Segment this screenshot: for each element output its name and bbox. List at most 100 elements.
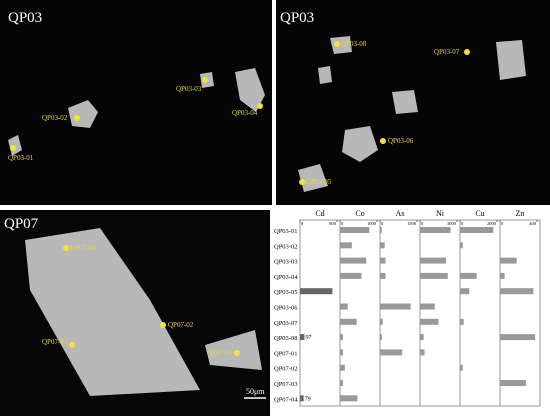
panel-header: Co xyxy=(355,209,364,218)
tick-label: 1000 xyxy=(367,221,377,226)
row-label: QP03-01 xyxy=(274,228,297,235)
row-label: QP03-03 xyxy=(274,259,297,266)
panel-header: As xyxy=(396,209,405,218)
row-label: QP07-04 xyxy=(274,396,298,403)
scale-label: 50μm xyxy=(246,387,265,396)
point-label: QP03-01 xyxy=(8,154,34,162)
bar xyxy=(340,272,362,279)
bar xyxy=(380,303,411,310)
tick-label: 0 xyxy=(381,221,384,226)
marker-dot xyxy=(74,115,80,121)
marker-dot xyxy=(299,179,305,185)
bar xyxy=(460,288,470,295)
point-label: QP07-04 xyxy=(70,244,96,252)
bar xyxy=(500,334,536,341)
marker-dot xyxy=(334,41,340,47)
bar xyxy=(340,349,343,356)
row-label: QP03-08 xyxy=(274,335,297,342)
bar xyxy=(500,380,526,386)
tick-label: 0 xyxy=(341,221,344,226)
image-title: QP03 xyxy=(280,10,314,26)
bar xyxy=(460,364,463,371)
panel-header: Cd xyxy=(315,209,324,218)
tick-label: 400 xyxy=(529,221,537,226)
marker-dot xyxy=(234,350,240,356)
bar xyxy=(340,334,343,341)
row-label: QP07-01 xyxy=(274,350,297,357)
bar xyxy=(380,272,386,279)
marker-dot xyxy=(464,49,470,55)
bar xyxy=(420,318,439,325)
bar xyxy=(380,318,383,325)
point-label: QP07-01 xyxy=(207,349,233,357)
tick-label: 0 xyxy=(461,221,464,226)
tick-label: 3000 xyxy=(447,221,457,226)
point-label: QP03-05 xyxy=(306,178,332,186)
point-label: QP03-03 xyxy=(176,85,202,93)
point-label: QP07-03 xyxy=(42,338,68,346)
tick-label: 800 xyxy=(329,221,337,226)
bar xyxy=(340,303,348,310)
row-label: QP07-03 xyxy=(274,381,297,388)
point-label: QP03-08 xyxy=(341,40,367,48)
point-label: QP03-07 xyxy=(434,48,460,56)
bar xyxy=(300,395,304,402)
row-label: QP03-04 xyxy=(274,274,298,281)
bar xyxy=(460,272,477,279)
bar xyxy=(380,242,385,249)
marker-dot xyxy=(202,77,208,83)
tick-label: 1500 xyxy=(407,221,417,226)
tick-label: 0 xyxy=(421,221,424,226)
bar xyxy=(340,318,357,325)
bar xyxy=(300,334,305,341)
bar xyxy=(420,303,435,310)
bar xyxy=(460,227,494,233)
grains xyxy=(8,36,526,396)
bar xyxy=(420,227,451,233)
bar xyxy=(420,257,446,264)
marker-dot xyxy=(63,245,69,251)
bar xyxy=(460,318,464,325)
row-label: QP07-02 xyxy=(274,366,297,373)
micrograph xyxy=(0,0,272,205)
bar xyxy=(500,272,505,279)
bar xyxy=(380,349,403,356)
row-label: QP03-02 xyxy=(274,243,297,250)
image-title: QP07 xyxy=(4,216,39,232)
tick-label: 0 xyxy=(501,221,504,226)
bar xyxy=(340,364,345,371)
bar xyxy=(340,395,358,402)
row-label: QP03-06 xyxy=(274,305,298,312)
point-label: QP07-02 xyxy=(168,321,194,329)
bar xyxy=(420,272,448,279)
bar xyxy=(340,380,343,386)
bar xyxy=(500,257,517,264)
bar xyxy=(380,257,386,264)
row-label: QP03-07 xyxy=(274,320,298,327)
point-label: QP03-02 xyxy=(42,114,68,122)
tick-label: 0 xyxy=(301,221,304,226)
bar xyxy=(340,242,352,249)
bar xyxy=(420,334,424,341)
point-label: QP03-06 xyxy=(388,137,414,145)
marker-dot xyxy=(257,103,263,109)
marker-dot xyxy=(380,138,386,144)
value-label: 97 xyxy=(305,335,311,341)
image-title: QP03 xyxy=(8,10,42,26)
bar xyxy=(300,288,333,295)
row-label: QP03-05 xyxy=(274,289,297,296)
value-label: 79 xyxy=(305,396,311,402)
marker-dot xyxy=(160,322,166,328)
bar xyxy=(420,349,425,356)
marker-dot xyxy=(10,145,16,151)
marker-dot xyxy=(69,342,75,348)
point-label: QP03-04 xyxy=(232,109,258,117)
panel-header: Ni xyxy=(436,209,445,218)
bar xyxy=(500,288,534,295)
panel-header: Zn xyxy=(516,209,525,218)
bar xyxy=(340,227,370,233)
tick-label: 2000 xyxy=(487,221,497,226)
panel-header: Cu xyxy=(475,209,484,218)
bar xyxy=(340,257,367,264)
